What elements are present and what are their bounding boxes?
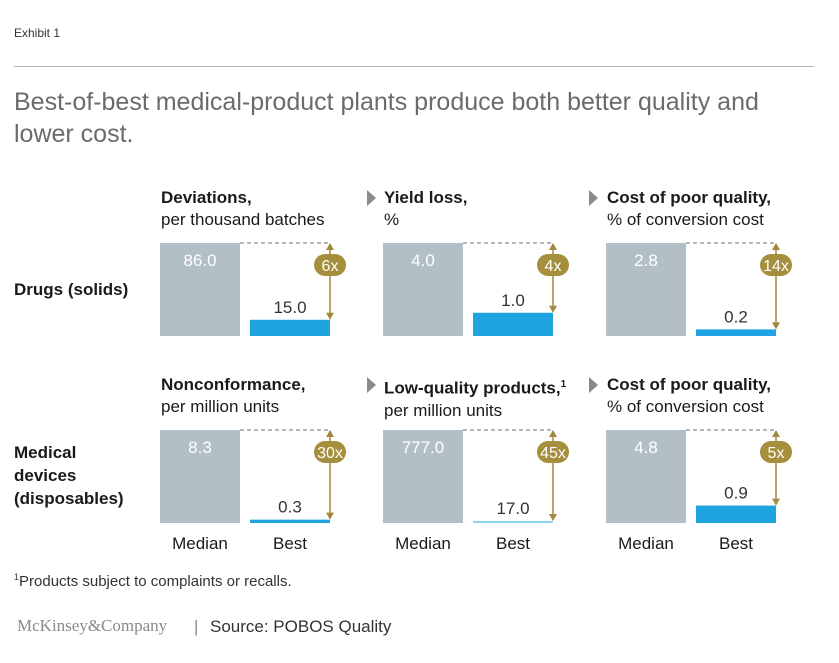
- bar-median: [383, 430, 463, 523]
- multiplier-badge: [760, 441, 792, 463]
- row-label-devices: Medical devices (disposables): [14, 443, 124, 508]
- multiplier-label: 4x: [545, 258, 562, 275]
- arrow-head-up: [549, 430, 557, 437]
- arrow-head-up: [326, 430, 334, 437]
- multiplier-badge: [537, 254, 569, 276]
- panel-title-yield-loss: Yield loss, %: [384, 187, 467, 231]
- chart-nonconformance: 8.3 0.3 30x: [160, 429, 346, 523]
- chart-deviations: 86.0 15.0 6x: [160, 242, 346, 336]
- triangle-icon: [589, 190, 598, 206]
- footnote: 1Products subject to complaints or recal…: [14, 572, 292, 590]
- panel-title-main: Nonconformance,: [161, 375, 306, 394]
- category-label-best: Best: [495, 534, 531, 553]
- arrow-head-up: [326, 243, 334, 250]
- arrow-head-down: [326, 512, 334, 520]
- data-label-median: 4.0: [411, 251, 435, 270]
- bar-best: [696, 505, 776, 523]
- panel-subtitle: per million units: [161, 397, 280, 416]
- mckinsey-logo: McKinsey&Company: [17, 616, 168, 635]
- panel-subtitle: % of conversion cost: [607, 210, 764, 229]
- panel-subtitle: % of conversion cost: [607, 397, 764, 416]
- triangle-icon: [589, 377, 598, 393]
- chart-yield-loss: 4.0 1.0 4x: [383, 242, 569, 336]
- panel-title-deviations: Deviations, per thousand batches: [161, 187, 325, 231]
- bar-median: [606, 243, 686, 336]
- multiplier-badge: [537, 441, 569, 463]
- multiplier-badge: [314, 441, 346, 463]
- multiplier-label: 14x: [763, 258, 789, 275]
- multiplier-label: 6x: [322, 258, 339, 275]
- data-label-best: 17.0: [496, 499, 529, 518]
- exhibit-label: Exhibit 1: [14, 26, 61, 40]
- arrow-head-down: [549, 513, 557, 521]
- data-label-best: 0.9: [724, 484, 748, 503]
- category-label-best: Best: [272, 534, 308, 553]
- bar-best: [696, 329, 776, 336]
- multiplier-badge: [314, 254, 346, 276]
- data-label-best: 15.0: [273, 298, 306, 317]
- panel-title-main: Yield loss,: [384, 188, 468, 207]
- chart-cost-poor-quality-devices: 4.8 0.9 5x: [606, 429, 792, 523]
- data-label-best: 1.0: [501, 291, 525, 310]
- multiplier-badge: [760, 254, 792, 276]
- bar-median: [383, 243, 463, 336]
- panel-title-main: Cost of poor quality,: [607, 188, 772, 207]
- panel-title-main: Low-quality products,1: [384, 374, 566, 400]
- arrow-head-up: [772, 243, 780, 250]
- bar-best: [473, 520, 553, 523]
- panel-title-cost-poor-quality-drugs: Cost of poor quality, % of conversion co…: [607, 187, 771, 231]
- source-note: Source: POBOS Quality: [210, 617, 392, 636]
- bar-best: [250, 519, 330, 523]
- arrow-head-down: [772, 322, 780, 330]
- chart-cost-poor-quality-drugs: 2.8 0.2 14x: [606, 242, 792, 336]
- data-label-median: 4.8: [634, 438, 658, 457]
- footnote-text: Products subject to complaints or recall…: [19, 573, 292, 590]
- data-label-best: 0.3: [278, 498, 302, 517]
- multiplier-label: 30x: [317, 445, 343, 462]
- bar-median: [160, 430, 240, 523]
- footnote-marker: 1: [560, 379, 567, 390]
- panel-title-main: Cost of poor quality,: [607, 375, 772, 394]
- category-label-median: Median: [395, 534, 451, 553]
- bar-median: [606, 430, 686, 523]
- panel-title-text: Low-quality products,: [384, 378, 561, 398]
- panel-subtitle: %: [384, 210, 400, 229]
- arrow-head-up: [772, 430, 780, 437]
- panel-title-cost-poor-quality-devices: Cost of poor quality, % of conversion co…: [607, 374, 771, 418]
- bar-best: [473, 312, 553, 336]
- arrow-head-down: [549, 305, 557, 313]
- bar-median: [160, 243, 240, 336]
- footer-separator: |: [194, 617, 199, 636]
- data-label-best: 0.2: [724, 307, 748, 326]
- panel-title-nonconformance: Nonconformance, per million units: [161, 374, 306, 418]
- data-label-median: 8.3: [188, 438, 212, 457]
- panel-title-main: Deviations,: [161, 188, 252, 207]
- data-label-median: 2.8: [634, 251, 658, 270]
- category-label-median: Median: [618, 534, 674, 553]
- bar-best: [250, 319, 330, 336]
- header-rule: [14, 66, 814, 67]
- multiplier-label: 45x: [540, 445, 566, 462]
- triangle-icon: [367, 190, 376, 206]
- panel-subtitle: per thousand batches: [161, 210, 325, 229]
- arrow-head-down: [326, 312, 334, 320]
- category-label-median: Median: [172, 534, 228, 553]
- data-label-median: 86.0: [183, 251, 216, 270]
- arrow-head-up: [549, 243, 557, 250]
- data-label-median: 777.0: [402, 438, 445, 457]
- arrow-head-down: [772, 498, 780, 506]
- panel-title-low-quality-products: Low-quality products,1 per million units: [384, 374, 566, 422]
- panel-subtitle: per million units: [384, 400, 503, 420]
- chart-title: Best-of-best medical-product plants prod…: [14, 88, 759, 148]
- footnote-number: 1: [14, 572, 20, 582]
- chart-low-quality-products: 777.0 17.0 45x: [383, 429, 569, 523]
- category-label-best: Best: [718, 534, 754, 553]
- row-label-drugs: Drugs (solids): [14, 280, 129, 299]
- triangle-icon: [367, 377, 376, 393]
- multiplier-label: 5x: [768, 445, 785, 462]
